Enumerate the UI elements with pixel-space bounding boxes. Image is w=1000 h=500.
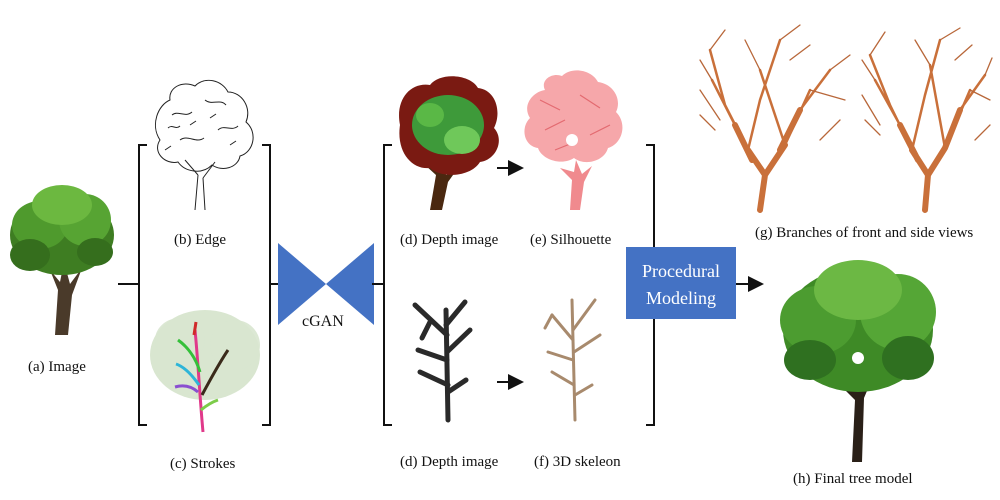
- edge-image: [155, 79, 254, 211]
- final-tree-model: [780, 260, 936, 462]
- cgan-decoder: [326, 243, 374, 325]
- skeleton-3d-image: [543, 298, 602, 422]
- caption-strokes: (c) Strokes: [170, 456, 236, 472]
- caption-branches: (g) Branches of front and side views: [755, 225, 973, 241]
- bracket-left-2: [383, 144, 392, 426]
- caption-skeleton: (f) 3D skeleon: [534, 454, 621, 470]
- silhouette-image: [524, 70, 623, 210]
- strokes-image: [150, 310, 260, 433]
- cgan-label: cGAN: [302, 313, 344, 330]
- caption-final: (h) Final tree model: [793, 471, 913, 487]
- caption-depth-bottom: (d) Depth image: [400, 454, 499, 470]
- cgan-encoder: [278, 243, 326, 325]
- procedural-label-line2: Modeling: [646, 288, 716, 308]
- bracket-left-1: [138, 144, 147, 426]
- procedural-label-line1: Procedural: [642, 261, 720, 281]
- cgan-block: [278, 243, 374, 325]
- bracket-right-1: [262, 144, 271, 426]
- caption-edge: (b) Edge: [174, 232, 226, 248]
- caption-image: (a) Image: [28, 359, 86, 375]
- procedural-modeling-box: [626, 247, 736, 319]
- input-tree-image: [10, 185, 114, 335]
- depth-skeleton-image: [412, 299, 473, 423]
- caption-silhouette: (e) Silhouette: [530, 232, 612, 248]
- caption-depth-top: (d) Depth image: [400, 232, 499, 248]
- branches-front-view: [699, 24, 851, 213]
- branches-side-view: [861, 27, 993, 213]
- depth-image-top: [399, 76, 499, 210]
